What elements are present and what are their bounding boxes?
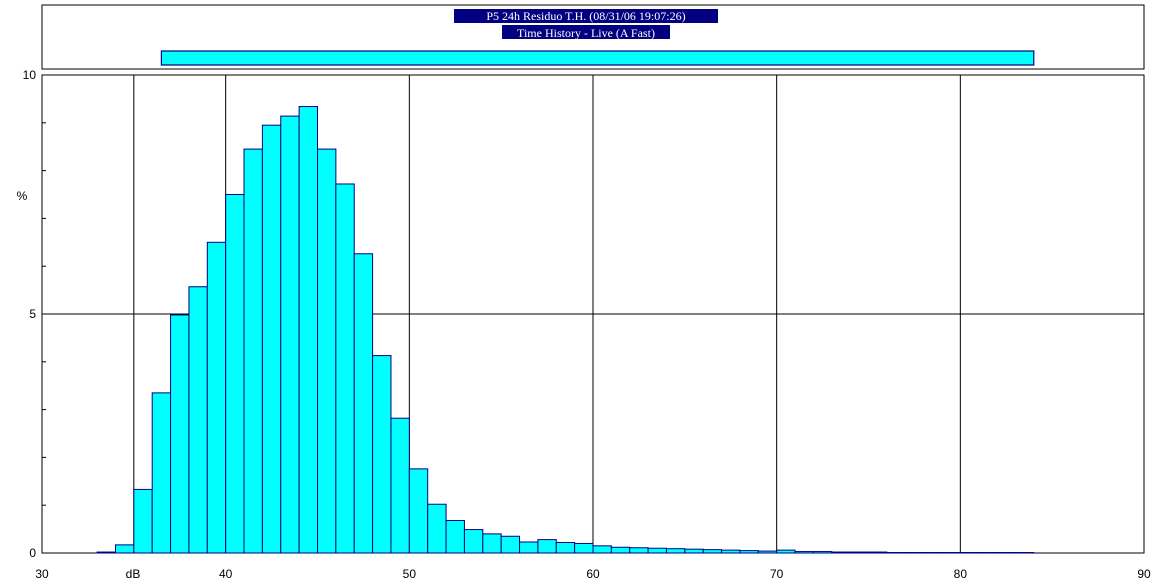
histogram-bar xyxy=(757,550,778,554)
chart-subtitle: Time History - Live (A Fast) xyxy=(517,26,655,40)
x-tick-label: 60 xyxy=(586,567,600,581)
range-bar xyxy=(160,50,1035,66)
histogram-bar xyxy=(996,552,1016,554)
histogram-bar xyxy=(261,124,282,554)
histogram-bar xyxy=(721,549,741,554)
histogram-bar xyxy=(794,551,814,554)
histogram-bar xyxy=(500,535,521,554)
x-tick-label: 40 xyxy=(219,567,233,581)
histogram-bar xyxy=(280,115,300,554)
histogram-bar xyxy=(114,544,135,554)
histogram-bar xyxy=(886,552,906,554)
histogram-bar xyxy=(923,552,943,554)
histogram-bar xyxy=(188,286,208,554)
x-tick-label: 90 xyxy=(1137,567,1151,581)
x-axis-label: dB xyxy=(126,567,141,581)
histogram-bar xyxy=(298,106,318,554)
histogram-bar xyxy=(519,541,539,554)
chart-title: P5 24h Residuo T.H. (08/31/06 19:07:26) xyxy=(486,9,685,23)
y-tick-label: 10 xyxy=(23,68,37,82)
histogram-bar xyxy=(427,503,447,554)
title-line1-bg xyxy=(454,9,718,23)
y-tick-label: 5 xyxy=(29,307,36,321)
histogram-bar xyxy=(463,529,484,554)
axis-labels: % dB 30 40 50 60 70 80 90 0 5 10 xyxy=(17,68,1151,581)
histogram-bar xyxy=(978,552,998,554)
y-tick-label: 0 xyxy=(29,546,36,560)
histogram-bar xyxy=(408,468,429,554)
histogram-bar xyxy=(353,253,374,554)
histogram-bar xyxy=(335,183,355,554)
histogram-bar xyxy=(959,552,980,554)
histogram-bar xyxy=(1014,552,1035,554)
histogram-bar xyxy=(592,545,612,554)
histogram-bar xyxy=(647,547,667,554)
histogram-bar xyxy=(629,547,649,554)
histogram-bars xyxy=(96,106,1035,554)
x-tick-label: 30 xyxy=(35,567,49,581)
histogram-bar xyxy=(390,417,410,554)
histogram-bar xyxy=(776,549,796,554)
x-tick-label: 70 xyxy=(770,567,784,581)
histogram-bar xyxy=(96,551,116,554)
histogram-bar xyxy=(702,549,723,554)
histogram-bar xyxy=(812,551,833,554)
histogram-bar xyxy=(206,241,227,554)
histogram-bar xyxy=(537,539,557,554)
histogram-bar xyxy=(243,148,263,554)
histogram-bar xyxy=(868,551,888,554)
histogram-bar xyxy=(684,548,704,554)
histogram-bar xyxy=(610,546,631,554)
x-tick-label: 80 xyxy=(954,567,968,581)
histogram-bar xyxy=(739,550,759,554)
histogram-bar xyxy=(849,551,870,554)
histogram-bar xyxy=(904,552,925,554)
x-tick-label: 50 xyxy=(403,567,417,581)
histogram-bar xyxy=(133,488,153,554)
histogram-bar xyxy=(555,541,576,554)
title-line2-bg xyxy=(502,25,670,39)
histogram-bar xyxy=(831,551,851,554)
histogram-bar xyxy=(317,148,337,554)
y-axis-label: % xyxy=(17,189,28,203)
histogram-bar xyxy=(170,314,190,554)
histogram-bar xyxy=(665,548,686,554)
histogram-bar xyxy=(151,392,172,554)
histogram-bar xyxy=(482,533,502,554)
histogram-bar xyxy=(445,519,465,554)
histogram-bar xyxy=(574,542,594,554)
histogram-bar xyxy=(225,194,245,554)
histogram-bar xyxy=(372,355,392,554)
histogram-bar xyxy=(941,552,961,554)
